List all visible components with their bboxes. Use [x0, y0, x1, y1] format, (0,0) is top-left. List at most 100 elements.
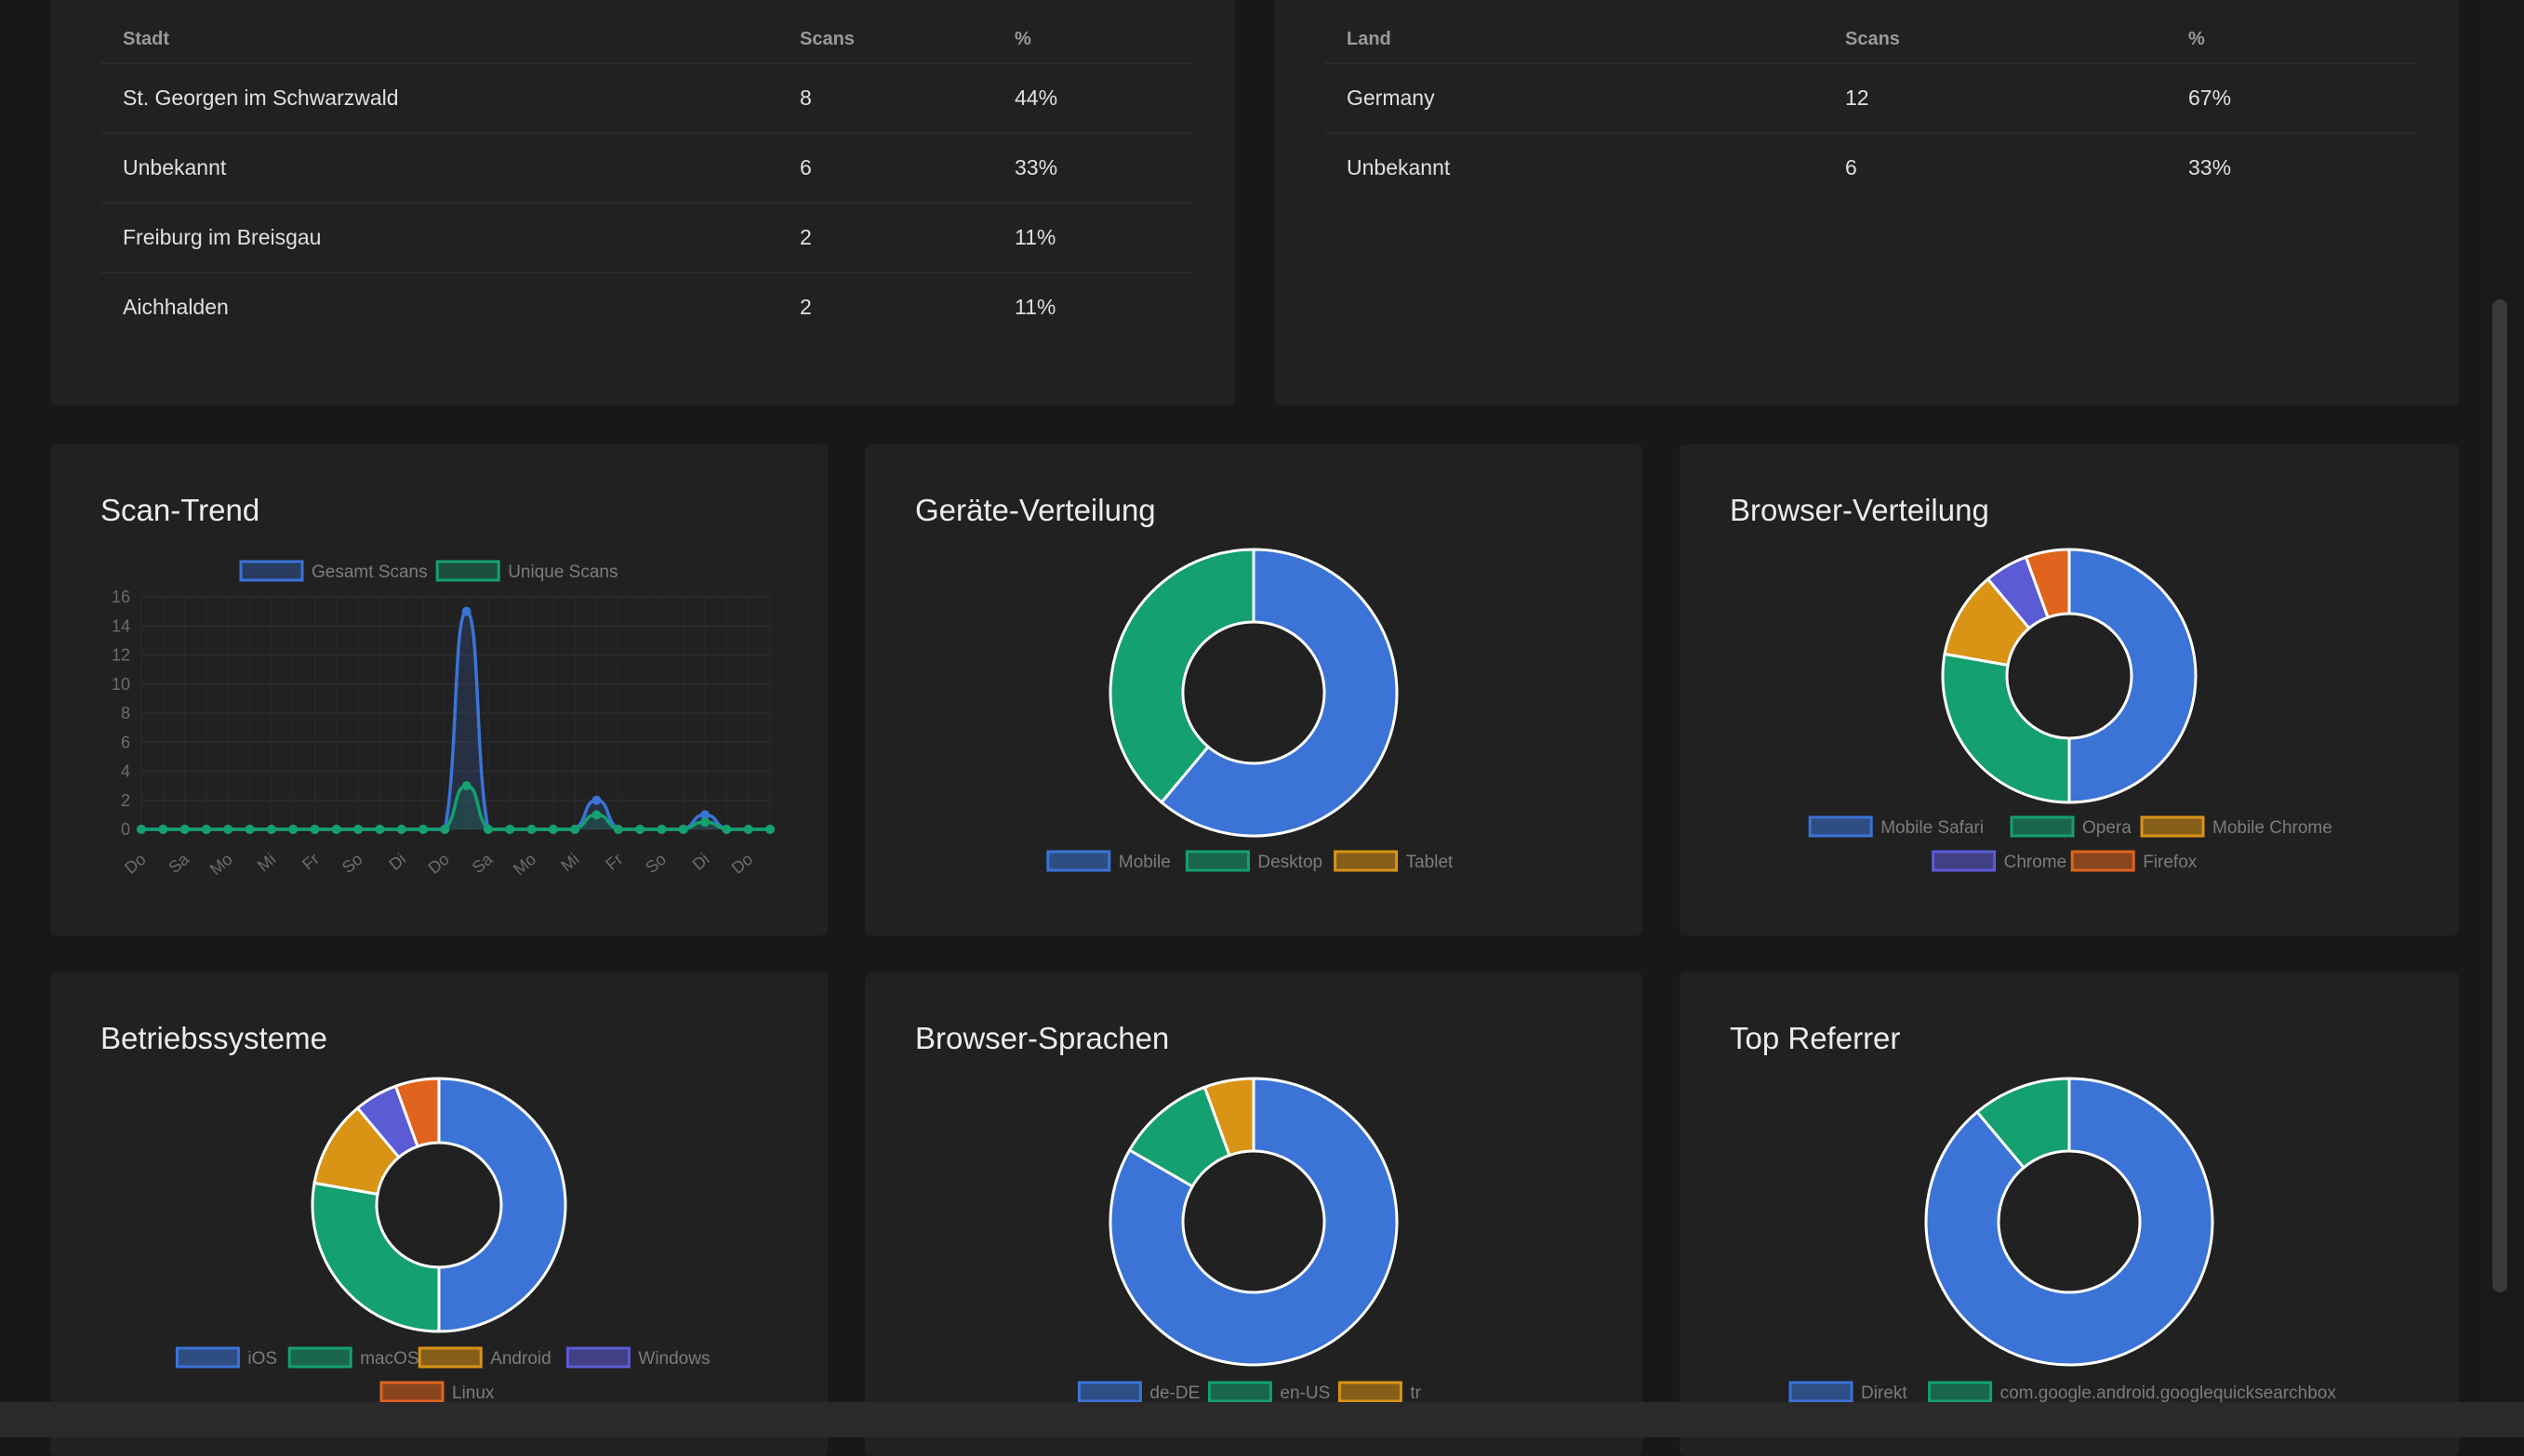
- legend-label-linux: Linux: [452, 1383, 495, 1403]
- y-tick-label: 8: [121, 704, 130, 722]
- y-tick-label: 0: [121, 820, 130, 839]
- scans-cell: 12: [1823, 63, 2166, 134]
- legend-label-tr: tr: [1410, 1383, 1421, 1403]
- data-point-unique-scans: [179, 825, 190, 834]
- legend-label-desktop: Desktop: [1257, 853, 1322, 872]
- slice-linux: [393, 1077, 441, 1148]
- table-header-row: Land Scans %: [1324, 16, 2418, 64]
- table-row: Unbekannt 6 33%: [100, 133, 1194, 204]
- legend-swatch-com-google-android-googlequicksearchbox: [1928, 1381, 1993, 1403]
- data-point-unique-scans: [570, 825, 580, 834]
- x-tick-label: Mi: [254, 850, 279, 876]
- device-distribution-card: Geräte-Verteilung Mobile Desktop Tablet: [865, 444, 1642, 935]
- scan-trend-card: Scan-Trend Gesamt Scans Unique Scans 0 2 4 6 8…: [50, 444, 828, 935]
- y-tick-label: 2: [121, 791, 130, 810]
- legend-label-gesamt-scans: Gesamt Scans: [312, 563, 428, 582]
- slice-tr: [1202, 1077, 1255, 1158]
- x-tick-label: Mo: [510, 850, 539, 879]
- data-point-unique-scans: [158, 825, 168, 834]
- city-cell: Unbekannt: [100, 133, 777, 204]
- legend-label-unique-scans: Unique Scans: [508, 563, 618, 582]
- slice-direkt: [1924, 1077, 2214, 1367]
- scans-cell: 6: [1845, 155, 1857, 179]
- legend-swatch-mobile-chrome: [2140, 815, 2205, 838]
- data-point-unique-scans: [765, 825, 775, 834]
- legend-swatch-desktop: [1185, 850, 1250, 872]
- data-point-unique-scans: [223, 825, 233, 834]
- legend-label-com-google-android-googlequicksearchbox: com.google.android.googlequicksearchbox: [2000, 1383, 2337, 1403]
- x-tick-label: Do: [728, 850, 756, 878]
- x-tick-label: So: [339, 850, 366, 877]
- table-row: Freiburg im Breisgau 2 11%: [100, 203, 1194, 273]
- x-tick-label: Mo: [206, 850, 236, 879]
- x-tick-label: Di: [689, 850, 713, 874]
- legend-label-firefox: Firefox: [2143, 853, 2198, 872]
- top-referrer-chart: Direkt com.google.android.googlequicksear…: [1788, 1077, 2337, 1403]
- country-stats-panel: Land Scans % Germany 12 67% Unbekannt 6 …: [1274, 0, 2459, 405]
- table-row: St. Georgen im Schwarzwald 8 44%: [100, 63, 1194, 134]
- legend-swatch-windows: [565, 1346, 631, 1369]
- data-point-unique-scans: [331, 825, 341, 834]
- data-point-unique-scans: [678, 825, 688, 834]
- legend-swatch-tablet: [1334, 850, 1399, 872]
- data-point-unique-scans: [418, 825, 429, 834]
- legend-label-android: Android: [490, 1349, 551, 1369]
- legend-label-de-de: de-DE: [1149, 1383, 1200, 1403]
- legend-swatch-mobile: [1046, 850, 1111, 872]
- percent-cell: 33%: [992, 133, 1194, 204]
- card-title: Top Referrer: [1730, 1021, 1901, 1055]
- column-header-country: Land: [1324, 16, 1823, 64]
- city-cell: St. Georgen im Schwarzwald: [100, 63, 777, 134]
- legend-label-mobile: Mobile: [1119, 853, 1171, 872]
- data-point-unique-scans: [310, 825, 320, 834]
- legend-swatch-mobile-safari: [1808, 815, 1873, 838]
- scrollbar-thumb[interactable]: [2492, 299, 2507, 1292]
- data-point-unique-scans: [288, 825, 299, 834]
- slice-macos: [311, 1181, 441, 1333]
- slice-mobile-safari: [2067, 548, 2198, 804]
- card-title: Scan-Trend: [100, 493, 260, 527]
- legend-swatch-unique-scans: [435, 560, 500, 582]
- y-tick-label: 10: [112, 675, 130, 694]
- data-point-unique-scans: [266, 825, 276, 834]
- legend-label-direkt: Direkt: [1861, 1383, 1907, 1403]
- data-point-gesamt-scans: [461, 606, 472, 616]
- legend-swatch-firefox: [2070, 850, 2135, 872]
- x-tick-label: Fr: [299, 850, 323, 874]
- country-cell: Unbekannt: [1347, 155, 1451, 179]
- legend-label-ios: iOS: [247, 1349, 277, 1369]
- column-header-scans: Scans: [1823, 16, 2166, 64]
- legend-label-tablet: Tablet: [1406, 853, 1454, 872]
- data-point-unique-scans: [613, 825, 623, 834]
- browser-languages-chart: de-DE en-US tr: [1077, 1077, 1422, 1403]
- x-tick-label: Di: [385, 850, 409, 874]
- column-header-percent: %: [2166, 16, 2418, 64]
- city-stats-panel: Stadt Scans % St. Georgen im Schwarzwald…: [50, 0, 1235, 405]
- legend-swatch-opera: [2010, 815, 2075, 838]
- slice-mobile: [1159, 548, 1399, 838]
- card-title: Browser-Verteilung: [1730, 493, 1989, 527]
- y-tick-label: 16: [112, 588, 130, 606]
- y-tick-label: 6: [121, 733, 130, 751]
- x-tick-label: Mi: [557, 850, 582, 876]
- card-title: Browser-Sprachen: [915, 1021, 1170, 1055]
- table-row: Aichhalden 2 11%: [100, 272, 1194, 341]
- data-point-unique-scans: [722, 825, 732, 834]
- slice-firefox: [2024, 548, 2071, 619]
- data-point-unique-scans: [700, 817, 711, 827]
- slice-opera: [1941, 652, 2071, 804]
- percent-cell: 11%: [1015, 295, 1056, 319]
- data-point-unique-scans: [483, 825, 493, 834]
- slice-com-google-android-googlequicksearchbox: [1974, 1077, 2071, 1170]
- legend-label-en-us: en-US: [1280, 1383, 1330, 1403]
- legend-swatch-de-de: [1077, 1381, 1142, 1403]
- table-row: Unbekannt 6 33%: [1324, 133, 2418, 202]
- legend-swatch-chrome: [1932, 850, 1997, 872]
- y-tick-label: 4: [121, 762, 130, 781]
- percent-cell: 11%: [992, 203, 1194, 273]
- scan-trend-chart: Gesamt Scans Unique Scans 0 2 4 6 8 10 12 14 16 Do S…: [112, 560, 775, 879]
- legend-swatch-tr: [1337, 1381, 1402, 1403]
- column-header-scans: Scans: [777, 16, 992, 64]
- scans-cell: 8: [777, 63, 992, 134]
- data-point-unique-scans: [657, 825, 667, 834]
